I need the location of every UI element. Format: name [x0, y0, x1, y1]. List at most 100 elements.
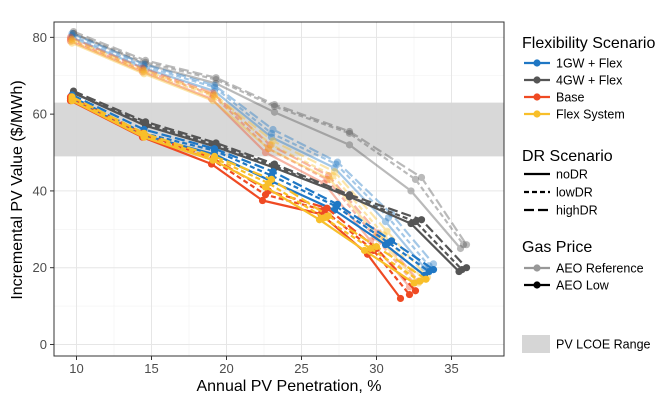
- data-point: [411, 175, 420, 184]
- data-point: [261, 148, 270, 157]
- data-point: [68, 93, 76, 101]
- data-point: [345, 129, 354, 137]
- data-point: [210, 93, 219, 101]
- data-point: [267, 141, 276, 149]
- data-point: [68, 33, 76, 41]
- legend: Flexibility Scenario DR Scenario Gas Pri…: [522, 35, 655, 353]
- data-point: [383, 227, 391, 235]
- data-point: [330, 164, 339, 172]
- data-point: [209, 89, 217, 97]
- data-point: [405, 290, 414, 299]
- plot-border: [53, 21, 505, 357]
- x-tick-label: 30: [369, 361, 383, 376]
- data-point: [66, 33, 75, 41]
- legend-flex-label: 1GW + Flex: [556, 57, 623, 71]
- data-point: [210, 83, 219, 91]
- data-point: [69, 29, 78, 38]
- series-4gw-flex-nodr-reference: [69, 29, 465, 253]
- series-1gw-flex-nodr-reference: [68, 33, 429, 272]
- legend-dr-label: highDR: [556, 204, 598, 218]
- legend-flex-label: Flex System: [556, 108, 625, 122]
- data-point: [68, 31, 76, 40]
- data-point: [270, 102, 279, 111]
- data-point: [140, 64, 148, 72]
- data-point: [209, 97, 217, 105]
- data-point: [323, 204, 331, 212]
- y-tick-label: 0: [40, 337, 47, 352]
- data-point: [366, 237, 375, 245]
- legend-flex-swatch-point: [533, 76, 541, 84]
- data-point: [210, 152, 219, 160]
- data-point: [387, 237, 396, 245]
- data-point: [459, 241, 468, 249]
- data-point: [269, 168, 277, 176]
- legend-flex-swatch-point: [533, 93, 541, 101]
- data-point: [138, 68, 147, 76]
- data-point: [411, 218, 420, 226]
- legend-gas-label: AEO Low: [556, 279, 610, 293]
- legend-gas-swatch: [524, 281, 550, 289]
- data-point: [68, 29, 76, 38]
- data-point: [462, 264, 471, 272]
- data-point: [68, 37, 76, 45]
- x-axis-title: Annual PV Penetration, %: [196, 378, 381, 395]
- data-point: [69, 29, 78, 38]
- plot-area: [54, 22, 504, 356]
- y-axis-title: Incremental PV Value ($/MWh): [9, 80, 26, 299]
- legend-gas-swatch: [524, 264, 550, 272]
- data-point: [384, 214, 393, 222]
- series-4gw-flex-highdr-reference: [69, 27, 471, 249]
- series-base-nodr-reference: [66, 37, 414, 291]
- data-point: [332, 160, 340, 168]
- data-point: [396, 294, 405, 303]
- data-point: [68, 39, 76, 47]
- data-point: [210, 87, 219, 95]
- data-point: [212, 79, 220, 88]
- data-point: [69, 27, 78, 36]
- x-tick-label: 10: [69, 361, 83, 376]
- series-flex-system-highdr-low: [68, 93, 430, 283]
- legend-flex-label: Base: [556, 91, 585, 105]
- series-1gw-flex-lowdr-reference: [68, 31, 433, 270]
- data-point: [333, 158, 342, 166]
- data-point: [212, 139, 220, 147]
- data-point: [345, 127, 354, 136]
- legend-band-swatch: [522, 335, 550, 353]
- data-point: [267, 129, 276, 137]
- data-point: [381, 218, 390, 226]
- y-tick-label: 60: [33, 107, 47, 122]
- data-point: [138, 64, 147, 72]
- data-point: [209, 91, 217, 99]
- data-point: [66, 37, 75, 45]
- data-point: [326, 175, 334, 184]
- legend-flex-swatch-point: [533, 110, 541, 118]
- data-point: [330, 168, 339, 176]
- data-point: [329, 171, 337, 180]
- data-point: [345, 191, 354, 199]
- data-point: [324, 171, 333, 180]
- data-point: [360, 246, 369, 255]
- data-point: [267, 133, 276, 141]
- data-point: [212, 75, 220, 84]
- data-point: [141, 118, 150, 126]
- data-point: [372, 242, 381, 251]
- series-4gw-flex-lowdr-reference: [69, 29, 468, 249]
- data-point: [141, 60, 150, 68]
- data-point: [68, 35, 76, 43]
- data-point: [417, 216, 426, 224]
- data-point: [269, 125, 277, 134]
- data-point: [141, 58, 150, 66]
- data-point: [333, 200, 342, 208]
- legend-gas-title: Gas Price: [522, 239, 592, 256]
- legend-gas-swatch-point: [533, 281, 541, 289]
- data-point: [264, 145, 273, 153]
- series-line: [70, 36, 420, 282]
- legend-dr-label: noDR: [556, 168, 588, 182]
- data-point: [429, 260, 438, 268]
- data-point: [212, 74, 220, 82]
- series-line: [71, 36, 426, 269]
- legend-flex-title: Flexibility Scenario: [522, 35, 655, 52]
- y-tick-label: 40: [33, 183, 47, 198]
- data-point: [264, 145, 273, 153]
